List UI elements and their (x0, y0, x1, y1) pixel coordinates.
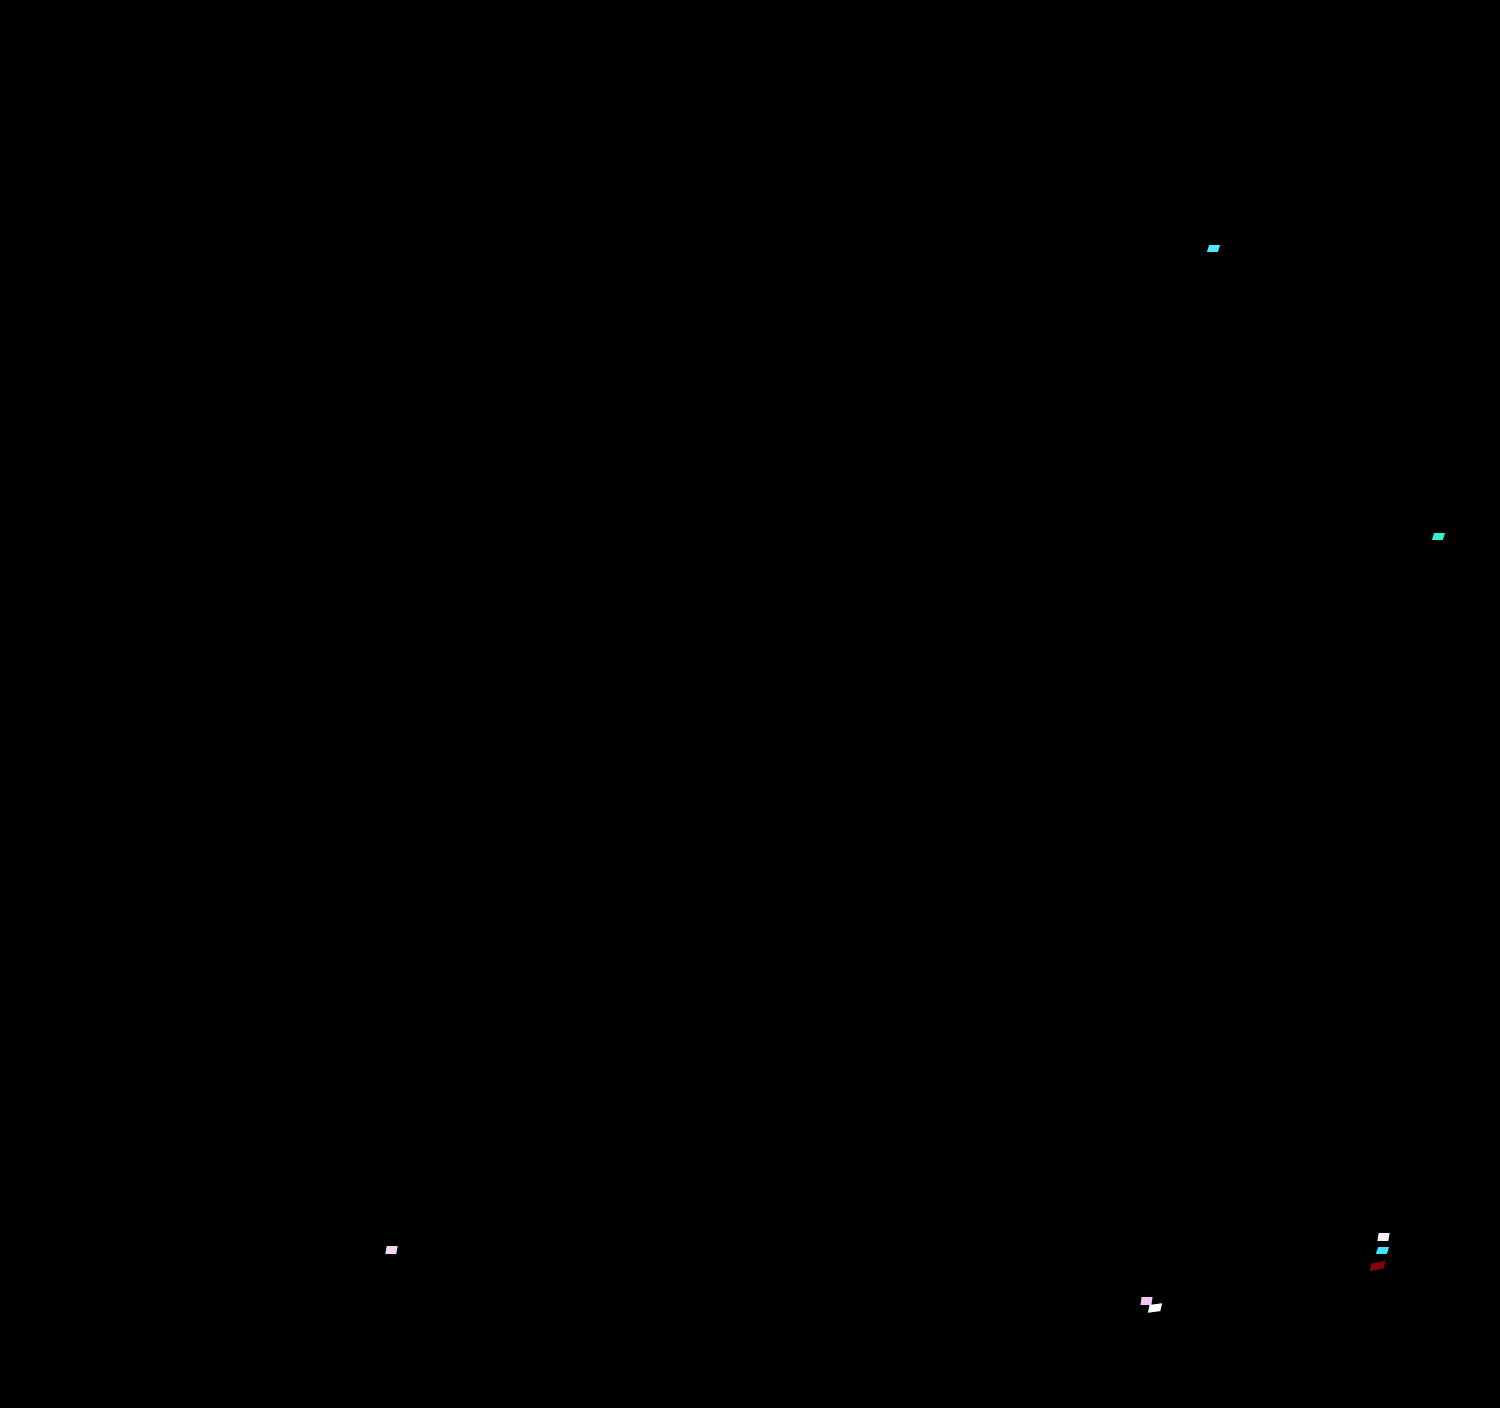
blob-turquoise-right (1431, 533, 1446, 540)
blob-pink-left (385, 1246, 398, 1254)
blob-darkred-cluster1 (1369, 1260, 1386, 1272)
blob-cyan-cluster1 (1375, 1247, 1390, 1254)
blob-white-cluster1 (1377, 1233, 1390, 1241)
blob-white-cluster2 (1147, 1303, 1163, 1313)
blob-cyan-top (1206, 245, 1221, 252)
